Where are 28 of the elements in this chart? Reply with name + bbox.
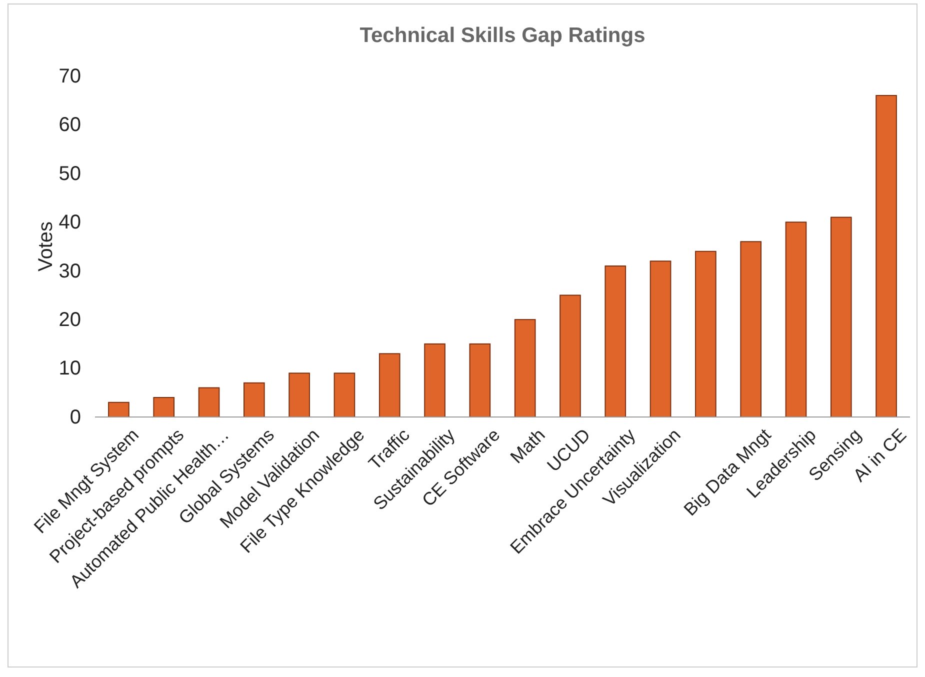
y-tick-label: 60 xyxy=(58,114,81,136)
bar xyxy=(469,343,491,418)
y-tick-label: 10 xyxy=(58,358,81,380)
bar xyxy=(288,372,310,418)
bar xyxy=(334,372,356,418)
bar xyxy=(785,222,807,418)
bar xyxy=(108,402,130,418)
bar xyxy=(740,241,762,418)
bar xyxy=(604,265,626,418)
bar xyxy=(198,387,220,418)
bar xyxy=(424,343,446,418)
bar xyxy=(514,319,536,418)
bar xyxy=(560,294,581,418)
y-tick-label: 30 xyxy=(58,260,81,282)
y-tick-label: 70 xyxy=(58,65,81,88)
bar xyxy=(695,250,716,418)
y-tick-label: 50 xyxy=(58,162,81,185)
bar xyxy=(876,94,897,418)
y-tick-label: 20 xyxy=(58,308,81,331)
bar xyxy=(244,382,265,418)
bar xyxy=(650,260,672,418)
y-tick-label: 0 xyxy=(70,406,81,428)
bar xyxy=(378,353,400,418)
bar xyxy=(830,216,852,418)
bar xyxy=(153,397,175,418)
y-tick-label: 40 xyxy=(58,212,81,234)
y-axis-title: Votes xyxy=(35,221,57,272)
chart-title: Technical Skills Gap Ratings xyxy=(360,24,646,47)
